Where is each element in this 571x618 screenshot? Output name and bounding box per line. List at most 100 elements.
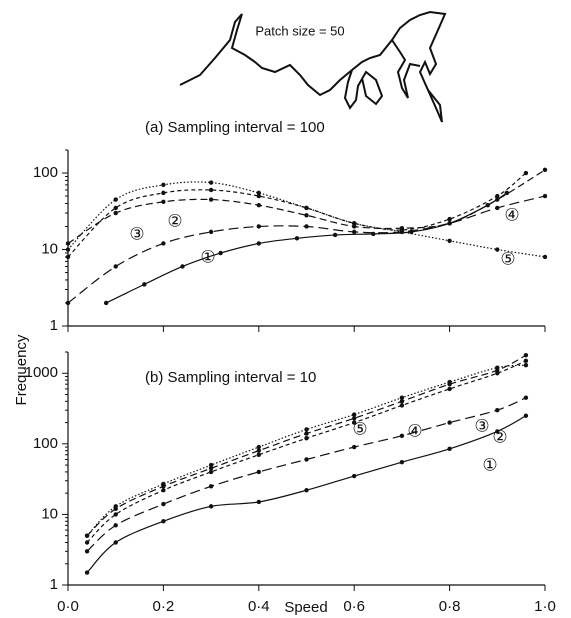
data-point [161,182,166,188]
data-point [84,540,90,545]
panel-title: (a) Sampling interval = 100 [145,119,325,136]
data-point [208,187,214,193]
data-point [495,407,500,413]
x-tick-label: 0·2 [153,598,175,615]
data-point [84,533,90,538]
data-point [256,190,261,196]
data-point [208,180,214,185]
data-point [208,469,214,475]
data-point [113,512,118,517]
data-point [304,205,309,211]
data-point [352,420,357,425]
y-tick-label: 1000 [25,364,58,381]
series-label: ④ [407,421,422,440]
x-tick-label: 0·4 [248,598,270,615]
series-line [67,172,527,258]
y-tick-label: 100 [33,435,58,452]
series-label: ③ [474,416,489,435]
data-point [304,224,309,229]
data-point [352,221,357,226]
data-point [256,448,261,453]
data-point [113,197,118,202]
data-point [113,205,118,211]
data-point [161,199,166,205]
data-point [304,213,309,218]
data-point [495,365,500,370]
series-line [86,397,527,552]
y-tick-label: 1 [50,317,58,334]
data-point [113,523,118,528]
data-point [256,202,261,208]
data-point [447,238,452,243]
data-point [399,459,405,465]
data-point [208,197,214,202]
data-point [294,236,300,241]
data-point [256,241,261,246]
data-point [84,570,90,575]
data-point [542,254,548,260]
data-point [447,420,452,425]
data-point [352,229,357,235]
data-point [304,436,309,441]
y-axis-label: Frequency [13,334,30,405]
data-point [113,264,118,269]
data-point [352,412,357,417]
series-line [67,169,546,244]
data-point [352,416,357,421]
data-point [304,431,309,436]
data-point [113,540,118,545]
data-point [523,170,529,176]
y-tick-label: 1 [50,576,58,593]
data-point [485,202,490,208]
data-point [256,444,261,450]
inset-label: Patch size = 50 [255,23,344,38]
data-point [352,473,357,479]
x-axis-label: Speed [284,599,327,616]
data-point [161,488,166,493]
axis-frame [67,352,545,586]
data-point [161,481,166,487]
data-point [495,197,500,202]
data-point [256,452,261,457]
x-tick-label: 0·6 [343,598,365,615]
data-point [523,353,529,358]
data-point [495,205,500,211]
data-point [65,300,71,306]
data-point [495,429,500,434]
data-point [142,282,147,287]
data-point [495,193,500,199]
data-point [161,190,166,196]
data-point [523,358,529,364]
data-point [65,254,71,260]
data-point [208,462,214,468]
data-point [304,427,309,432]
data-point [208,484,214,489]
data-point [84,549,90,554]
data-point [256,499,261,505]
data-point [256,469,261,475]
data-point [180,264,185,269]
data-point [495,247,500,252]
data-point [523,363,529,368]
data-point [523,413,529,418]
data-point [161,501,166,507]
data-point [447,386,452,392]
trajectory [179,10,447,123]
data-point [65,241,71,246]
data-point [399,395,405,400]
data-point [399,229,405,235]
series-label: ⑤ [352,419,367,438]
data-point [523,395,529,400]
data-point [208,466,214,471]
series-label: ① [482,455,497,474]
data-point [208,504,214,509]
data-point [542,193,548,199]
data-point [399,433,405,438]
data-point [208,229,214,235]
series-label: ⑤ [500,249,515,268]
series-label: ① [200,247,215,266]
data-point [447,446,452,452]
data-point [113,504,118,509]
data-point [256,193,261,199]
